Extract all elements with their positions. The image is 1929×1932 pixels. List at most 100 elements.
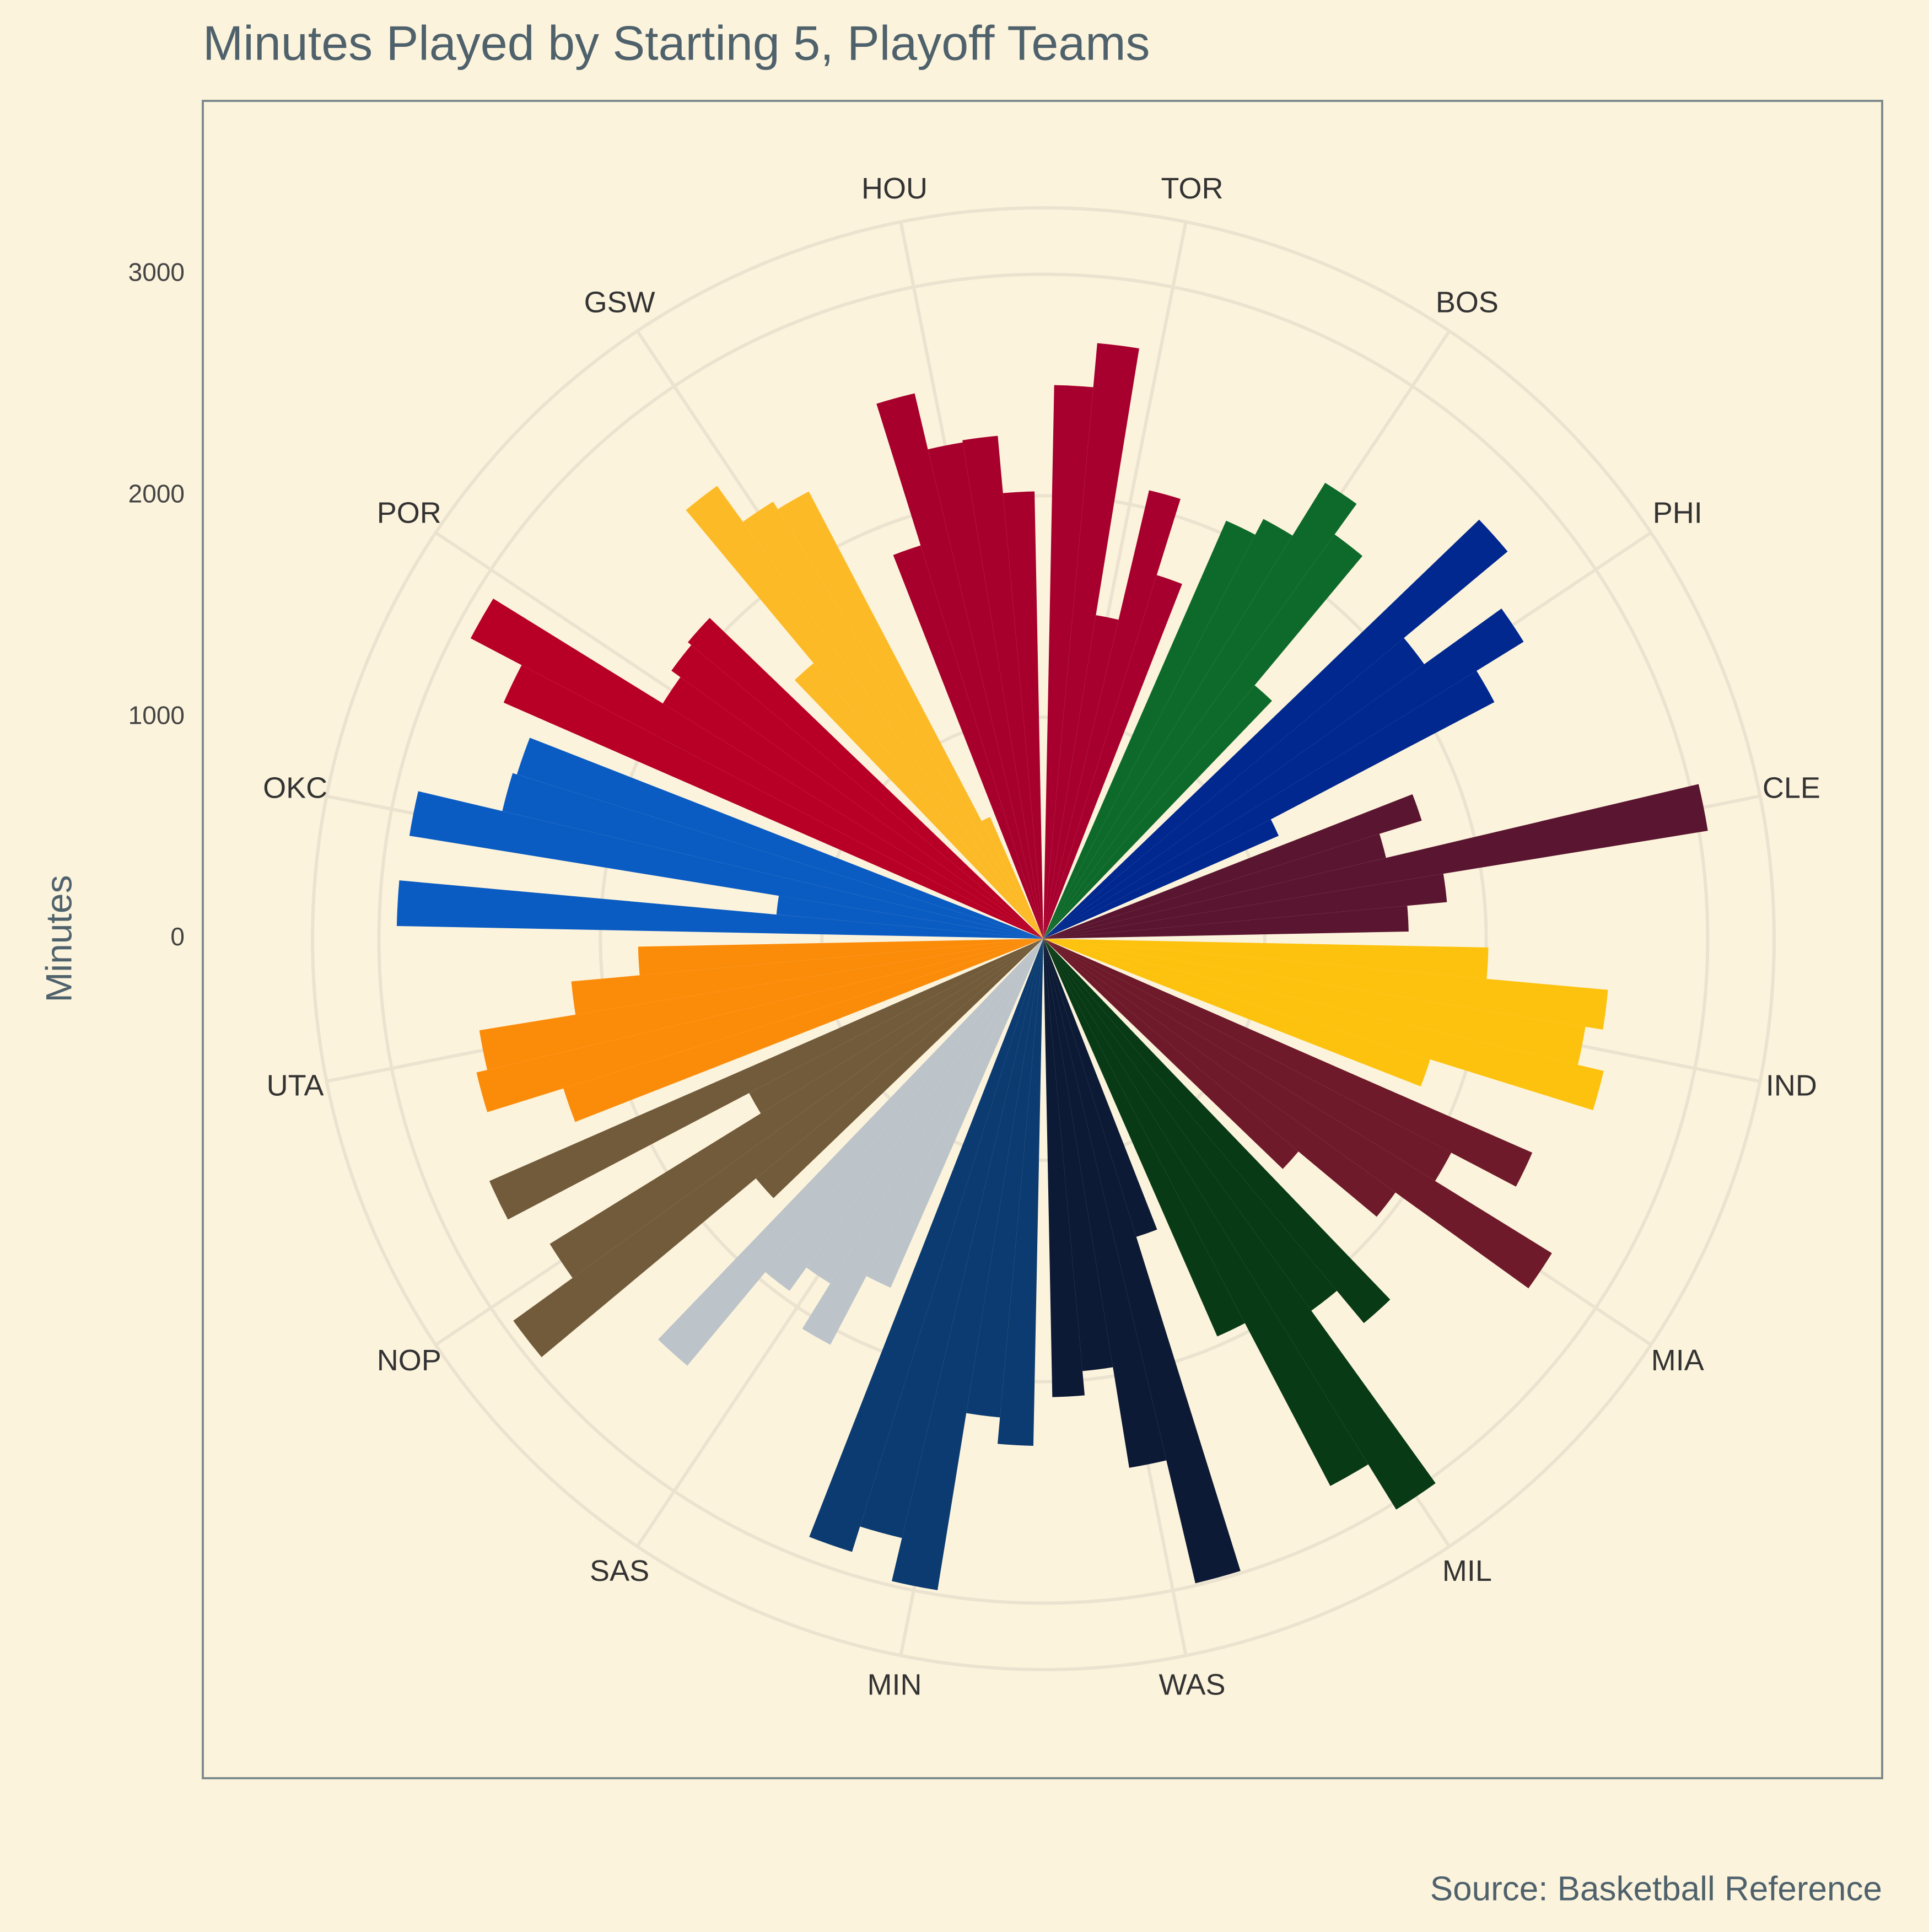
category-label: POR xyxy=(377,496,441,529)
bar xyxy=(503,665,1043,939)
bar xyxy=(571,939,1043,1015)
category-label: HOU xyxy=(861,172,928,205)
bar xyxy=(809,939,1043,1552)
bar xyxy=(686,486,1043,939)
bar xyxy=(502,773,1043,939)
category-label: SAS xyxy=(590,1554,649,1587)
category-label: NOP xyxy=(377,1344,441,1377)
bar xyxy=(778,491,1043,939)
grid-circle xyxy=(599,494,1488,1384)
bar xyxy=(1043,939,1586,1065)
bar xyxy=(662,677,1043,939)
bar xyxy=(1043,939,1452,1181)
bar xyxy=(1043,490,1181,939)
bar xyxy=(489,939,1043,1220)
bar xyxy=(1043,939,1430,1087)
bar xyxy=(1043,939,1436,1510)
bar xyxy=(1043,939,1113,1371)
bar xyxy=(1043,874,1447,939)
bar xyxy=(479,939,1043,1070)
y-tick-label: 3000 xyxy=(128,258,185,287)
bar xyxy=(476,939,1043,1112)
bars xyxy=(396,343,1708,1590)
bar xyxy=(982,817,1043,939)
y-tick-label: 2000 xyxy=(128,480,185,508)
bar xyxy=(1043,534,1363,939)
bar xyxy=(1043,939,1604,1111)
bar xyxy=(1043,519,1293,939)
bar xyxy=(1043,784,1708,939)
bar xyxy=(794,663,1043,939)
bar xyxy=(1043,939,1085,1397)
bar xyxy=(1043,939,1395,1217)
bar xyxy=(1043,939,1533,1187)
bar xyxy=(638,939,1043,976)
category-label: IND xyxy=(1766,1069,1817,1102)
category-label: BOS xyxy=(1436,286,1499,319)
bar xyxy=(1043,794,1422,939)
bar xyxy=(1043,520,1256,939)
chart-title: Minutes Played by Starting 5, Playoff Te… xyxy=(203,15,1150,70)
bar xyxy=(1003,491,1043,939)
bar xyxy=(802,939,1043,1345)
y-tick-label: 0 xyxy=(170,922,185,951)
bar xyxy=(1043,939,1489,979)
bar xyxy=(409,791,1043,939)
bar xyxy=(470,599,1043,939)
bar xyxy=(1043,575,1182,939)
bar xyxy=(1043,482,1357,939)
bar xyxy=(1043,519,1508,939)
category-label: TOR xyxy=(1161,172,1223,205)
bar xyxy=(1043,939,1241,1584)
bar xyxy=(749,939,1043,1113)
bar xyxy=(1043,939,1157,1237)
grid-circle xyxy=(820,715,1267,1162)
category-label: MIL xyxy=(1442,1554,1492,1587)
source: Source: Basketball Reference xyxy=(1430,1870,1882,1908)
bar xyxy=(1043,385,1093,939)
bar xyxy=(1043,939,1167,1468)
bar xyxy=(688,617,1043,939)
bar xyxy=(1043,638,1425,939)
bar xyxy=(1043,685,1272,939)
bar xyxy=(1043,906,1409,939)
bar xyxy=(1043,939,1298,1169)
category-label: GSW xyxy=(584,286,655,319)
bar xyxy=(1043,939,1368,1486)
bar xyxy=(396,880,1044,939)
bar xyxy=(860,939,1043,1538)
bar xyxy=(513,939,1043,1358)
bar xyxy=(658,939,1043,1366)
labels: 0 1000 2000 3000 TOR BOS PHI CLE IND MIA MIL WAS MIN… xyxy=(128,172,1820,1702)
bar xyxy=(1043,343,1139,939)
bar xyxy=(1043,939,1337,1311)
bar xyxy=(806,939,1043,1284)
category-label: MIA xyxy=(1651,1344,1704,1377)
category-label: WAS xyxy=(1159,1669,1226,1702)
bar xyxy=(1043,615,1119,939)
bar xyxy=(756,939,1043,1198)
grid-circle xyxy=(311,206,1776,1671)
bar xyxy=(516,738,1043,939)
category-label: MIN xyxy=(867,1669,922,1702)
bar xyxy=(743,502,1043,939)
bar xyxy=(1043,939,1245,1337)
y-axis-label: Minutes xyxy=(38,875,79,1002)
bar xyxy=(1043,671,1495,939)
bar xyxy=(549,939,1043,1278)
bar xyxy=(966,939,1043,1418)
bar xyxy=(671,645,1043,939)
bar xyxy=(1043,939,1552,1289)
bar xyxy=(776,896,1043,939)
bar xyxy=(1043,608,1524,939)
bar xyxy=(876,393,1043,939)
bar xyxy=(1043,833,1386,939)
bar xyxy=(928,442,1043,939)
bar xyxy=(892,939,1043,1590)
category-label: OKC xyxy=(263,771,327,804)
bar xyxy=(866,939,1043,1288)
grid-circle xyxy=(377,272,1710,1605)
bar xyxy=(1043,939,1608,1030)
bar xyxy=(893,545,1043,939)
